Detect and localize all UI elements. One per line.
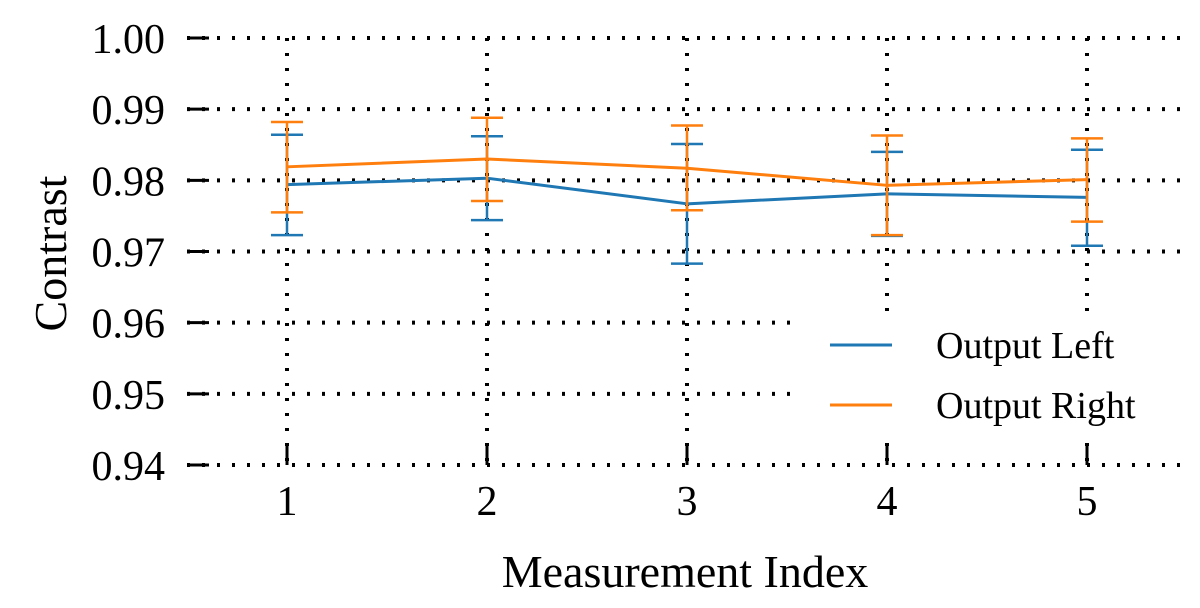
y-tick-label: 0.95 — [92, 373, 166, 419]
legend: Output Left Output Right — [800, 312, 1187, 442]
y-tick-label: 0.97 — [92, 231, 166, 277]
y-tick-label: 1.00 — [92, 17, 166, 63]
x-tick-label: 4 — [877, 479, 898, 525]
y-tick-label: 0.94 — [92, 444, 166, 490]
series-group — [271, 116, 1103, 237]
legend-label: Output Right — [936, 385, 1136, 427]
legend-background — [800, 312, 1187, 442]
x-tick-label: 2 — [477, 479, 498, 525]
axes: 0.94 0.95 0.96 0.97 0.98 0.99 1.00 1 2 3 4 5 — [92, 17, 1098, 525]
series-line — [286, 157, 1088, 187]
y-tick-label: 0.96 — [92, 302, 166, 348]
x-tick-label: 5 — [1077, 479, 1098, 525]
x-axis-title: Measurement Index — [502, 546, 869, 597]
y-axis-title: Contrast — [25, 175, 76, 331]
grid-lines — [187, 36, 1187, 467]
x-tick-label: 1 — [277, 479, 298, 525]
y-tick-label: 0.98 — [92, 159, 166, 205]
x-tick-label: 3 — [677, 479, 698, 525]
y-tick-label: 0.99 — [92, 88, 166, 134]
legend-label: Output Left — [936, 325, 1115, 367]
series-layer — [271, 116, 1103, 265]
